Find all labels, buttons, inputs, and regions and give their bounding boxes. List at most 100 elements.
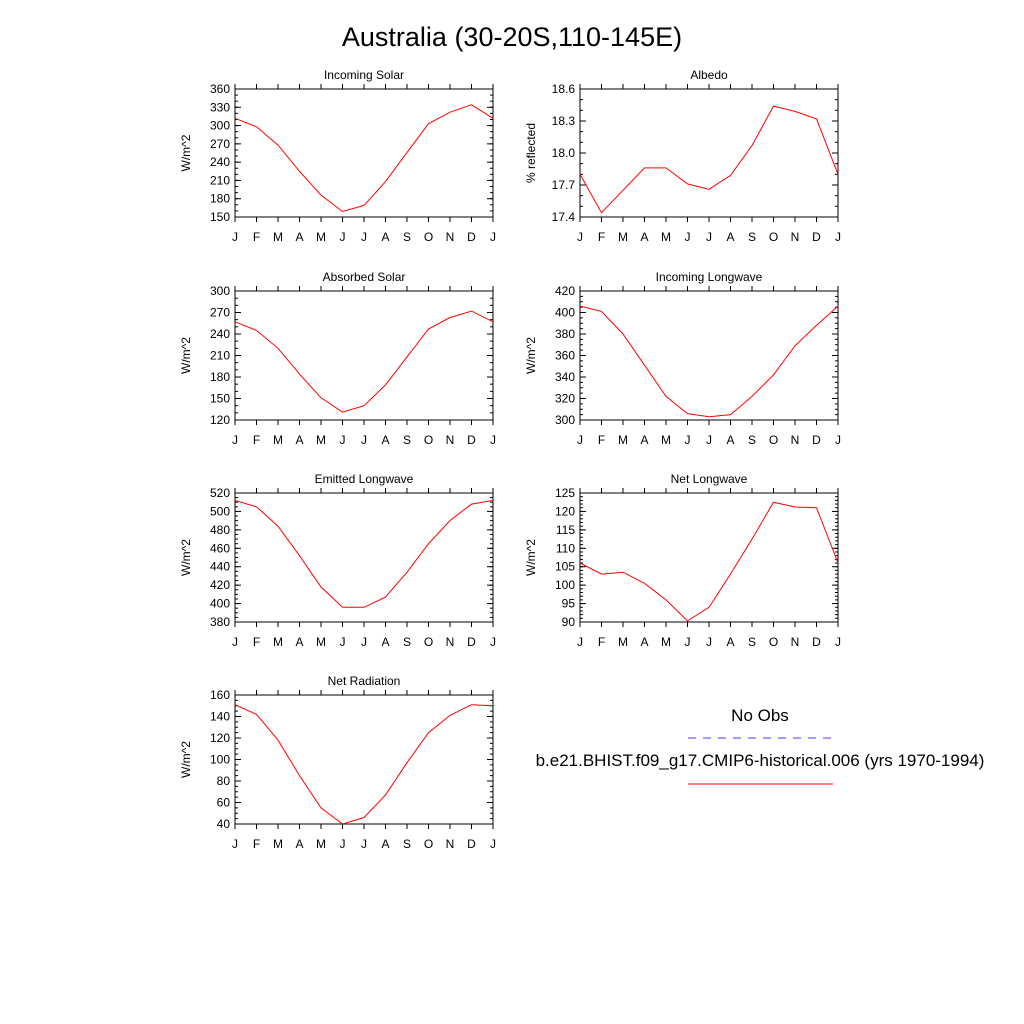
net-radiation-xtick-label: J (361, 837, 367, 851)
emitted-longwave-xtick-label: S (403, 635, 411, 649)
incoming-solar-xtick-label: J (340, 230, 346, 244)
incoming-solar-xtick-label: N (446, 230, 455, 244)
net-radiation-ytick-label: 160 (210, 688, 230, 702)
incoming-solar-xtick-label: J (361, 230, 367, 244)
net-longwave-xtick-label: A (640, 635, 648, 649)
emitted-longwave-ylabel: W/m^2 (179, 539, 193, 576)
incoming-longwave-xtick-label: M (618, 433, 628, 447)
emitted-longwave-ytick-label: 440 (210, 560, 230, 574)
net-radiation-ytick-label: 40 (217, 817, 231, 831)
incoming-solar-title: Incoming Solar (324, 68, 404, 82)
albedo-ytick-label: 17.7 (552, 178, 576, 192)
emitted-longwave-xtick-label: A (381, 635, 389, 649)
albedo-plot-frame (579, 88, 839, 218)
emitted-longwave-xtick-label: J (361, 635, 367, 649)
incoming-longwave-ytick-label: 300 (555, 413, 575, 427)
net-radiation-xtick-label: J (490, 837, 496, 851)
incoming-longwave-ytick-label: 360 (555, 349, 575, 363)
net-longwave-ytick-label: 95 (562, 597, 576, 611)
net-longwave-ytick-label: 100 (555, 578, 575, 592)
incoming-longwave-xtick-label: J (835, 433, 841, 447)
incoming-solar-plot-frame (234, 88, 494, 218)
incoming-longwave-ylabel: W/m^2 (524, 337, 538, 374)
absorbed-solar-xtick-label: J (232, 433, 238, 447)
incoming-longwave-ytick-label: 420 (555, 284, 575, 298)
net-longwave-ytick-label: 105 (555, 560, 575, 574)
incoming-solar-ytick-label: 300 (210, 119, 230, 133)
emitted-longwave-xtick-label: M (316, 635, 326, 649)
emitted-longwave-xtick-label: N (446, 635, 455, 649)
emitted-longwave-ytick-label: 520 (210, 486, 230, 500)
net-longwave-xtick-label: N (791, 635, 800, 649)
net-radiation-ylabel: W/m^2 (179, 741, 193, 778)
net-longwave-xtick-label: M (618, 635, 628, 649)
net-radiation-xtick-label: O (424, 837, 433, 851)
absorbed-solar-ytick-label: 270 (210, 306, 230, 320)
incoming-solar-xtick-label: J (490, 230, 496, 244)
incoming-solar-ytick-label: 210 (210, 173, 230, 187)
net-longwave-series-line (579, 501, 839, 622)
incoming-longwave-xtick-label: O (769, 433, 778, 447)
incoming-solar-series-line (234, 104, 494, 213)
absorbed-solar-plot-frame (234, 290, 494, 421)
emitted-longwave-plot-frame (234, 492, 494, 623)
albedo-xtick-label: N (791, 230, 800, 244)
incoming-solar-ytick-label: 240 (210, 155, 230, 169)
net-longwave-ylabel: W/m^2 (524, 539, 538, 576)
emitted-longwave-xtick-label: J (232, 635, 238, 649)
net-radiation-title: Net Radiation (328, 674, 401, 688)
incoming-longwave-ytick-label: 340 (555, 370, 575, 384)
emitted-longwave-xtick-label: A (295, 635, 303, 649)
incoming-longwave-xtick-label: S (748, 433, 756, 447)
panel-incoming-longwave: Incoming Longwave W/m^2 300 320 340 360 380 400… (524, 270, 841, 447)
absorbed-solar-xtick-label: J (361, 433, 367, 447)
incoming-longwave-xtick-label: J (706, 433, 712, 447)
legend-label-model: b.e21.BHIST.f09_g17.CMIP6-historical.006… (535, 751, 985, 770)
incoming-longwave-xtick-label: A (640, 433, 648, 447)
figure-title: Australia (30-20S,110-145E) (341, 22, 683, 52)
incoming-solar-xtick-label: M (316, 230, 326, 244)
emitted-longwave-xtick-label: D (467, 635, 476, 649)
incoming-solar-ytick-label: 360 (210, 82, 230, 96)
incoming-longwave-xtick-label: N (791, 433, 800, 447)
absorbed-solar-ytick-label: 180 (210, 370, 230, 384)
albedo-xtick-label: D (812, 230, 821, 244)
absorbed-solar-ytick-label: 210 (210, 349, 230, 363)
incoming-solar-ytick-label: 150 (210, 210, 230, 224)
incoming-longwave-ytick-label: 380 (555, 327, 575, 341)
net-longwave-xtick-label: S (748, 635, 756, 649)
emitted-longwave-ytick-label: 400 (210, 597, 230, 611)
incoming-solar-xtick-label: J (232, 230, 238, 244)
absorbed-solar-xtick-label: A (381, 433, 389, 447)
incoming-longwave-series-line (579, 305, 839, 418)
net-longwave-ytick-label: 115 (556, 523, 575, 537)
incoming-longwave-xtick-label: F (598, 433, 605, 447)
emitted-longwave-xtick-label: M (273, 635, 283, 649)
absorbed-solar-xtick-label: J (490, 433, 496, 447)
albedo-ylabel: % reflected (524, 123, 538, 183)
net-longwave-xtick-label: J (706, 635, 712, 649)
net-radiation-plot-frame (234, 694, 494, 825)
albedo-xtick-label: A (726, 230, 734, 244)
net-radiation-ytick-label: 140 (210, 710, 230, 724)
albedo-title: Albedo (690, 68, 728, 82)
net-radiation-xtick-label: M (316, 837, 326, 851)
net-radiation-ytick-label: 80 (217, 774, 231, 788)
net-radiation-xtick-label: D (467, 837, 476, 851)
net-longwave-xtick-label: A (726, 635, 734, 649)
absorbed-solar-xtick-label: F (253, 433, 260, 447)
albedo-xtick-label: A (640, 230, 648, 244)
absorbed-solar-ytick-label: 120 (210, 413, 230, 427)
absorbed-solar-ytick-label: 300 (210, 284, 230, 298)
net-longwave-xtick-label: J (577, 635, 583, 649)
panel-incoming-solar: Incoming Solar W/m^2 150 180 210 240 270 300 330… (179, 68, 496, 244)
incoming-solar-xtick-label: M (273, 230, 283, 244)
emitted-longwave-ytick-label: 500 (210, 504, 230, 518)
net-radiation-xtick-label: F (253, 837, 260, 851)
net-longwave-xtick-label: M (661, 635, 671, 649)
incoming-solar-xtick-label: F (253, 230, 260, 244)
incoming-solar-xtick-label: O (424, 230, 433, 244)
emitted-longwave-ytick-label: 420 (210, 578, 230, 592)
